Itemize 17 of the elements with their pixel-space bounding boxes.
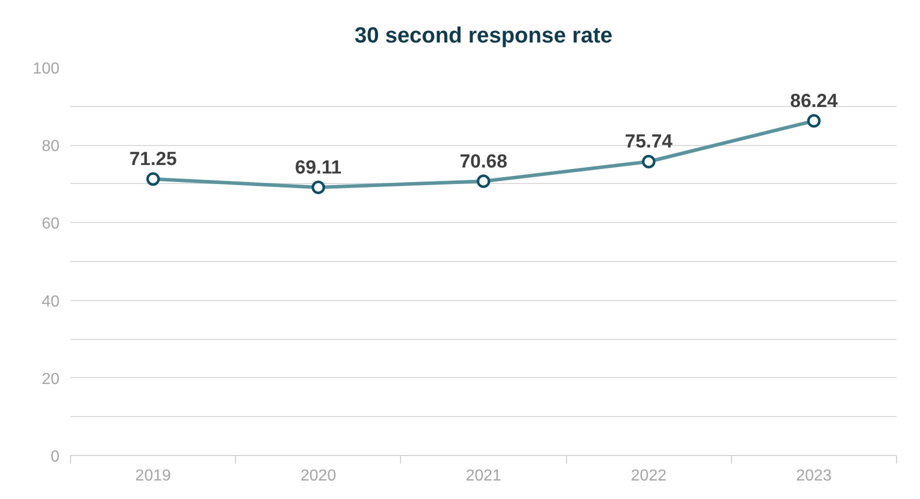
x-tick-label: 2021 (466, 468, 502, 484)
y-tick-label: 0 (50, 448, 60, 466)
y-tick-label: 20 (42, 370, 60, 388)
y-tick-label: 40 (42, 293, 60, 310)
y-tick-label: 80 (42, 138, 60, 156)
data-label: 69.11 (295, 157, 342, 178)
y-tick-label: 100 (32, 60, 60, 78)
chart-title: 30 second response rate (354, 22, 613, 48)
x-tick-label: 2019 (135, 468, 171, 484)
x-tick-label: 2022 (630, 468, 667, 484)
x-tick-label: 2023 (796, 468, 832, 484)
y-tick-label: 60 (42, 216, 60, 233)
data-label: 71.25 (129, 149, 178, 170)
data-label: 70.68 (460, 151, 508, 172)
x-tick-label: 2020 (300, 468, 336, 484)
data-label: 86.24 (790, 90, 838, 112)
data-label: 75.74 (624, 132, 673, 153)
